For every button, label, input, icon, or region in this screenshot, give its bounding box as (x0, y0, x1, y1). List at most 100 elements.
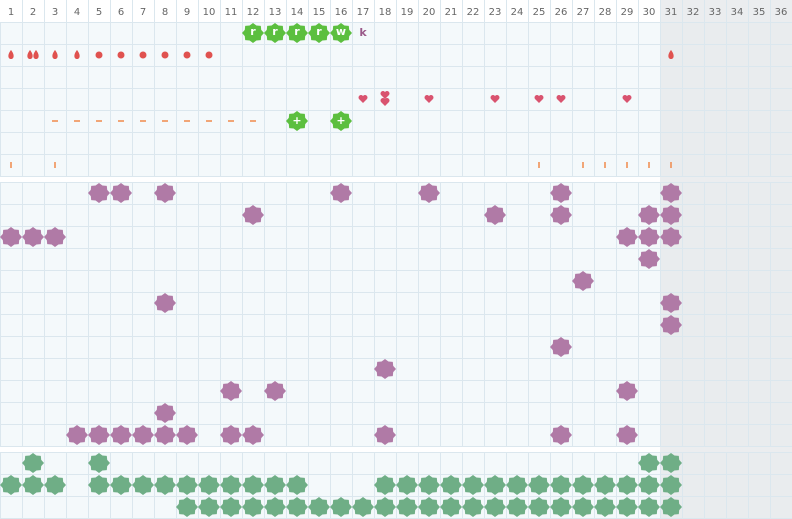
day-label: 21 (445, 7, 458, 18)
symptom-blob (132, 425, 154, 445)
activity-blob (286, 497, 308, 517)
symptom-blob (220, 425, 242, 445)
heart (622, 95, 632, 103)
day-label: 9 (184, 7, 190, 18)
day-label: 7 (140, 7, 146, 18)
activity-blob (660, 497, 682, 517)
activity-blob (110, 475, 132, 495)
day-label: 28 (599, 7, 612, 18)
symptom-blob (638, 249, 660, 269)
symptom-blob (660, 293, 682, 313)
activity-blob (638, 497, 660, 517)
activity-blob (462, 475, 484, 495)
day-label: 15 (313, 7, 326, 18)
day-label: 4 (74, 7, 80, 18)
activity-blob (616, 497, 638, 517)
day-label: 23 (489, 7, 502, 18)
activity-blob (330, 497, 352, 517)
symptom-blob (154, 425, 176, 445)
symptom-blob (484, 205, 506, 225)
plus-label: + (336, 114, 345, 127)
symptom-blob (264, 381, 286, 401)
stamp (264, 23, 286, 43)
day-label: 22 (467, 7, 480, 18)
activity-blob (484, 475, 506, 495)
stamp-label: r (272, 25, 278, 38)
symptom-blob (110, 425, 132, 445)
activity-blob (198, 475, 220, 495)
symptom-blob (418, 183, 440, 203)
symptom-blob (22, 227, 44, 247)
drop (27, 50, 33, 59)
stamp (242, 23, 264, 43)
symptom-blob (660, 205, 682, 225)
plus-stamp (330, 111, 352, 131)
day-label: 32 (687, 7, 700, 18)
stamp (286, 23, 308, 43)
symptom-blob (330, 183, 352, 203)
symptom-blob (242, 425, 264, 445)
symptom-blob (550, 205, 572, 225)
day-label: 18 (379, 7, 392, 18)
drop (8, 50, 14, 59)
activity-blob (0, 475, 22, 495)
symptom-blob (110, 183, 132, 203)
activity-blob (352, 497, 374, 517)
drop (668, 50, 674, 59)
symptom-blob (0, 227, 22, 247)
day-label: 10 (203, 7, 216, 18)
symptom-blob (638, 227, 660, 247)
symptom-blob (44, 227, 66, 247)
symptom-blob (616, 227, 638, 247)
symptom-blob (616, 425, 638, 445)
day-label: 13 (269, 7, 282, 18)
dot (139, 51, 147, 59)
symptom-blob (660, 183, 682, 203)
activity-blob (528, 475, 550, 495)
day-label: 3 (52, 7, 58, 18)
day-label: 8 (162, 7, 168, 18)
symptom-blob (154, 183, 176, 203)
dot (205, 51, 213, 59)
note-label: k (359, 26, 367, 39)
activity-blob (550, 497, 572, 517)
symptom-blob (550, 425, 572, 445)
activity-blob (154, 475, 176, 495)
activity-blob (396, 475, 418, 495)
day-label: 25 (533, 7, 546, 18)
activity-blob (572, 497, 594, 517)
day-label: 30 (643, 7, 656, 18)
activity-blob (638, 475, 660, 495)
symptom-blob (550, 183, 572, 203)
day-label: 34 (731, 7, 744, 18)
stamp-label: r (294, 25, 300, 38)
symptom-blob (154, 293, 176, 313)
activity-blob (616, 475, 638, 495)
activity-blob (506, 475, 528, 495)
activity-blob (660, 475, 682, 495)
activity-blob (242, 497, 264, 517)
stamp-label: w (336, 25, 346, 38)
activity-blob (550, 475, 572, 495)
day-label: 6 (118, 7, 124, 18)
activity-blob (528, 497, 550, 517)
activity-blob (374, 497, 396, 517)
activity-blob (88, 475, 110, 495)
activity-blob (132, 475, 154, 495)
day-label: 35 (753, 7, 766, 18)
stamp-label: r (250, 25, 256, 38)
activity-blob (242, 475, 264, 495)
drop (52, 50, 58, 59)
symptom-blob (374, 425, 396, 445)
day-label: 27 (577, 7, 590, 18)
symptom-blob (242, 205, 264, 225)
day-label: 19 (401, 7, 414, 18)
symptom-blob (220, 381, 242, 401)
symptom-blob (550, 337, 572, 357)
activity-blob (264, 475, 286, 495)
activity-blob (572, 475, 594, 495)
activity-blob (638, 453, 660, 473)
activity-blob (176, 475, 198, 495)
activity-blob (506, 497, 528, 517)
